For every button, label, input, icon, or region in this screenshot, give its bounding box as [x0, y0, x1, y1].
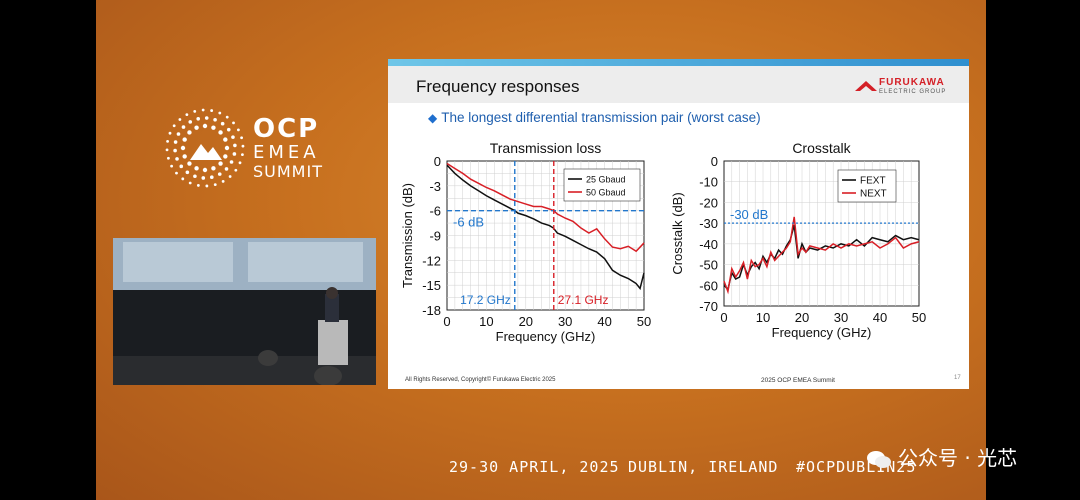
- y-tick-label: -12: [422, 253, 441, 268]
- series-line-25-gbaud: [446, 164, 645, 291]
- slide-bullet: ◆ The longest differential transmission p…: [428, 110, 761, 125]
- slide-footer-event: 2025 OCP EMEA Summit: [761, 377, 835, 384]
- y-tick-label: -6: [429, 204, 441, 219]
- x-tick-label: 0: [443, 314, 450, 329]
- y-tick-label: 0: [711, 154, 718, 169]
- legend-box: [563, 168, 641, 202]
- legend-label: NEXT: [860, 189, 887, 200]
- x-tick-label: 30: [834, 310, 848, 325]
- x-tick-label: 30: [558, 314, 572, 329]
- series-line-next: [723, 216, 920, 295]
- series-line-fext: [723, 225, 920, 291]
- x-tick-label: 20: [795, 310, 809, 325]
- annotation-label: -6 dB: [453, 215, 484, 230]
- event-location: DUBLIN, IRELAND: [628, 458, 779, 476]
- y-axis-label: Crosstalk (dB): [670, 192, 685, 274]
- annotation-label: 17.2 GHz: [460, 293, 511, 307]
- logo-line-1: OCP: [253, 114, 320, 144]
- slide-title: Frequency responses: [416, 77, 580, 96]
- x-axis-label: Frequency (GHz): [772, 325, 872, 340]
- speaker-camera-feed: [113, 238, 376, 385]
- x-tick-label: 20: [519, 314, 533, 329]
- y-tick-label: -20: [699, 195, 718, 210]
- y-tick-label: -3: [429, 179, 441, 194]
- x-tick-label: 40: [873, 310, 887, 325]
- furukawa-logo: FURUKAWA ELECTRIC GROUP: [855, 77, 955, 99]
- annotation-label: 27.1 GHz: [558, 293, 609, 307]
- legend-label: 25 Gbaud: [586, 175, 626, 185]
- slide-footer-copyright: All Rights Reserved, Copyright© Furukawa…: [405, 377, 556, 383]
- y-tick-label: -60: [699, 278, 718, 293]
- legend-label: 50 Gbaud: [586, 188, 626, 198]
- chart-title: Transmission loss: [490, 140, 602, 156]
- y-tick-label: -50: [699, 258, 718, 273]
- diamond-bullet-icon: ◆: [428, 111, 438, 125]
- brand-sub: ELECTRIC GROUP: [879, 89, 947, 95]
- bullet-text: The longest differential transmission pa…: [441, 110, 761, 125]
- y-tick-label: -15: [422, 278, 441, 293]
- ocp-wordmark: OCP EMEA SUMMIT: [253, 116, 323, 180]
- legend-box: [837, 169, 897, 203]
- x-tick-label: 10: [479, 314, 493, 329]
- annotation-label: -30 dB: [730, 207, 768, 222]
- x-axis-label: Frequency (GHz): [496, 329, 596, 344]
- x-tick-label: 50: [912, 310, 926, 325]
- series-line-50-gbaud: [446, 162, 645, 253]
- brand-name: FURUKAWA: [879, 77, 945, 88]
- x-tick-label: 0: [720, 310, 727, 325]
- x-tick-label: 40: [597, 314, 611, 329]
- y-tick-label: -9: [429, 229, 441, 244]
- legend-label: FEXT: [860, 176, 886, 187]
- watermark-text: 公众号 · 光芯: [898, 446, 1018, 470]
- transmission-loss-chart: 0 10 20 30 40 50 0 -3 -6 -9 -12 -15 -18 Transmission …: [400, 140, 651, 344]
- slide-header: [388, 66, 969, 103]
- logo-line-3: SUMMIT: [253, 162, 323, 181]
- chart-title: Crosstalk: [792, 140, 851, 156]
- y-tick-label: -10: [699, 175, 718, 190]
- y-tick-label: -40: [699, 237, 718, 252]
- y-axis-label: Transmission (dB): [400, 183, 415, 288]
- y-tick-label: -18: [422, 303, 441, 318]
- slide-page-number: 17: [954, 375, 961, 381]
- y-tick-label: -70: [699, 299, 718, 314]
- ocp-sunburst-logo: [165, 108, 245, 188]
- presentation-slide: Frequency responses FURUKAWA ELECTRIC GR…: [388, 59, 969, 389]
- x-tick-label: 50: [637, 314, 651, 329]
- event-dates: 29-30 APRIL, 2025: [449, 458, 620, 476]
- x-tick-label: 10: [756, 310, 770, 325]
- crosstalk-chart: 0 10 20 30 40 50 0 -10 -20 -30 -40 -50 -60 -70 Crossta…: [670, 140, 926, 340]
- wechat-icon: [867, 450, 891, 468]
- y-tick-label: 0: [434, 154, 441, 169]
- wechat-watermark: 公众号 · 光芯: [866, 442, 1017, 471]
- y-tick-label: -30: [699, 216, 718, 231]
- logo-line-2: EMEA: [253, 142, 320, 163]
- slide-top-bar: [388, 59, 969, 66]
